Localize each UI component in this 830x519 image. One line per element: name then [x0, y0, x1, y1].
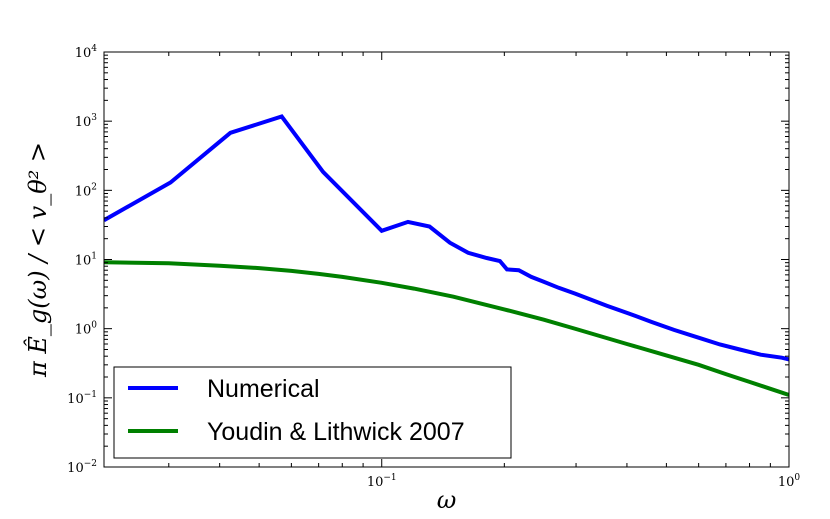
x-axis-label: ω — [437, 486, 457, 514]
y-tick-label: 10−2 — [67, 459, 97, 476]
x-tick-label: 10−1 — [367, 473, 397, 490]
series-line-0 — [104, 114, 789, 362]
legend-box — [113, 366, 512, 459]
legend-label-numerical: Numerical — [207, 375, 320, 403]
series-layer — [104, 114, 789, 397]
y-tick-label: 104 — [75, 44, 98, 61]
series-line-1 — [104, 260, 789, 397]
axis-labels: ω π Ê_g(ω) / < v_θ² > — [23, 142, 456, 514]
ticks-layer: 10−2 10−1 100 101 102 103 104 10−1 100 — [67, 44, 800, 490]
y-tick-label: 102 — [75, 182, 97, 199]
y-tick-label: 101 — [75, 252, 97, 269]
y-tick-label: 103 — [75, 113, 98, 130]
y-tick-label: 100 — [75, 321, 98, 338]
legend: Numerical Youdin & Lithwick 2007 — [113, 366, 512, 459]
y-axis-label: π Ê_g(ω) / < v_θ² > — [23, 142, 52, 378]
legend-label-youdin: Youdin & Lithwick 2007 — [207, 418, 465, 446]
x-tick-label: 100 — [778, 473, 801, 490]
y-tick-label: 10−1 — [67, 390, 97, 407]
